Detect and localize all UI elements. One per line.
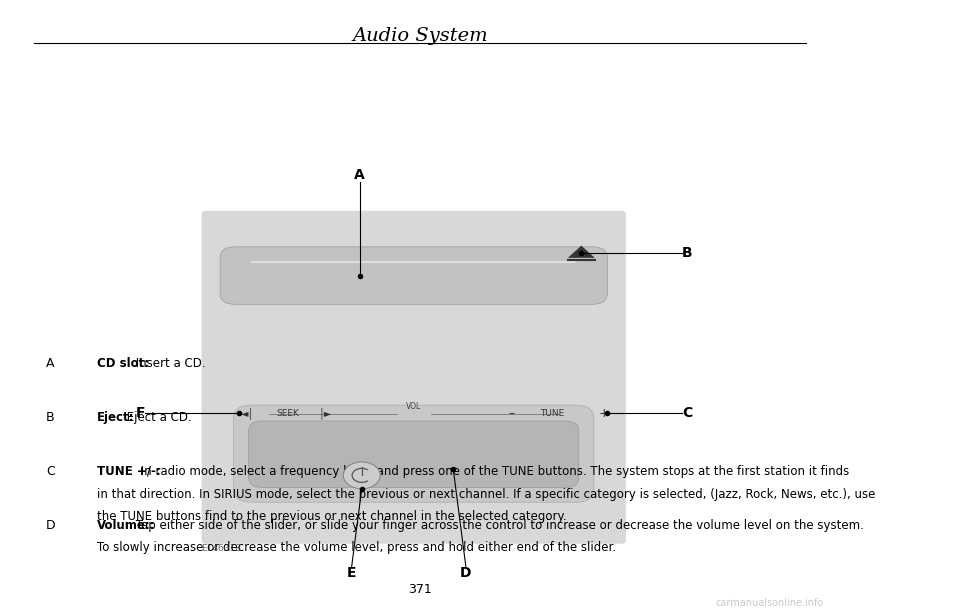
Text: VOL: VOL: [406, 402, 421, 411]
Text: D: D: [46, 519, 56, 532]
Text: A: A: [354, 168, 365, 182]
Text: E146318: E146318: [202, 544, 242, 553]
Text: CD slot:: CD slot:: [97, 357, 149, 370]
Text: in that direction. In SIRIUS mode, select the previous or next channel. If a spe: in that direction. In SIRIUS mode, selec…: [97, 488, 875, 500]
Text: In radio mode, select a frequency band and press one of the TUNE buttons. The sy: In radio mode, select a frequency band a…: [136, 465, 849, 478]
Text: Eject:: Eject:: [97, 411, 134, 424]
Text: the TUNE buttons find to the previous or next channel in the selected category.: the TUNE buttons find to the previous or…: [97, 510, 566, 523]
Text: +: +: [599, 407, 610, 420]
Text: –: –: [508, 407, 515, 420]
Text: F: F: [135, 406, 145, 420]
Text: TUNE: TUNE: [540, 409, 564, 418]
Text: Eject a CD.: Eject a CD.: [123, 411, 192, 424]
Text: │►: │►: [319, 408, 332, 419]
Text: C: C: [46, 465, 55, 478]
FancyBboxPatch shape: [233, 405, 594, 502]
FancyBboxPatch shape: [220, 247, 608, 304]
Text: Audio System: Audio System: [352, 27, 488, 45]
Polygon shape: [568, 246, 595, 258]
Text: Volume::: Volume::: [97, 519, 156, 532]
Text: SEEK: SEEK: [276, 409, 300, 418]
Text: carmanualsonline.info: carmanualsonline.info: [715, 598, 824, 608]
Text: ◄│: ◄│: [241, 408, 254, 419]
FancyBboxPatch shape: [202, 211, 626, 544]
Text: D: D: [460, 566, 471, 580]
Text: B: B: [46, 411, 55, 424]
Text: C: C: [683, 406, 692, 420]
Text: Tap either side of the slider, or slide your finger across the control to increa: Tap either side of the slider, or slide …: [132, 519, 864, 532]
FancyBboxPatch shape: [249, 421, 579, 488]
Circle shape: [344, 462, 380, 489]
Text: A: A: [46, 357, 55, 370]
Text: To slowly increase or decrease the volume level, press and hold either end of th: To slowly increase or decrease the volum…: [97, 541, 615, 554]
Text: Insert a CD.: Insert a CD.: [132, 357, 205, 370]
Text: TUNE +/-:: TUNE +/-:: [97, 465, 160, 478]
Text: B: B: [683, 246, 693, 260]
Text: E: E: [347, 566, 356, 580]
Text: 371: 371: [408, 583, 432, 596]
